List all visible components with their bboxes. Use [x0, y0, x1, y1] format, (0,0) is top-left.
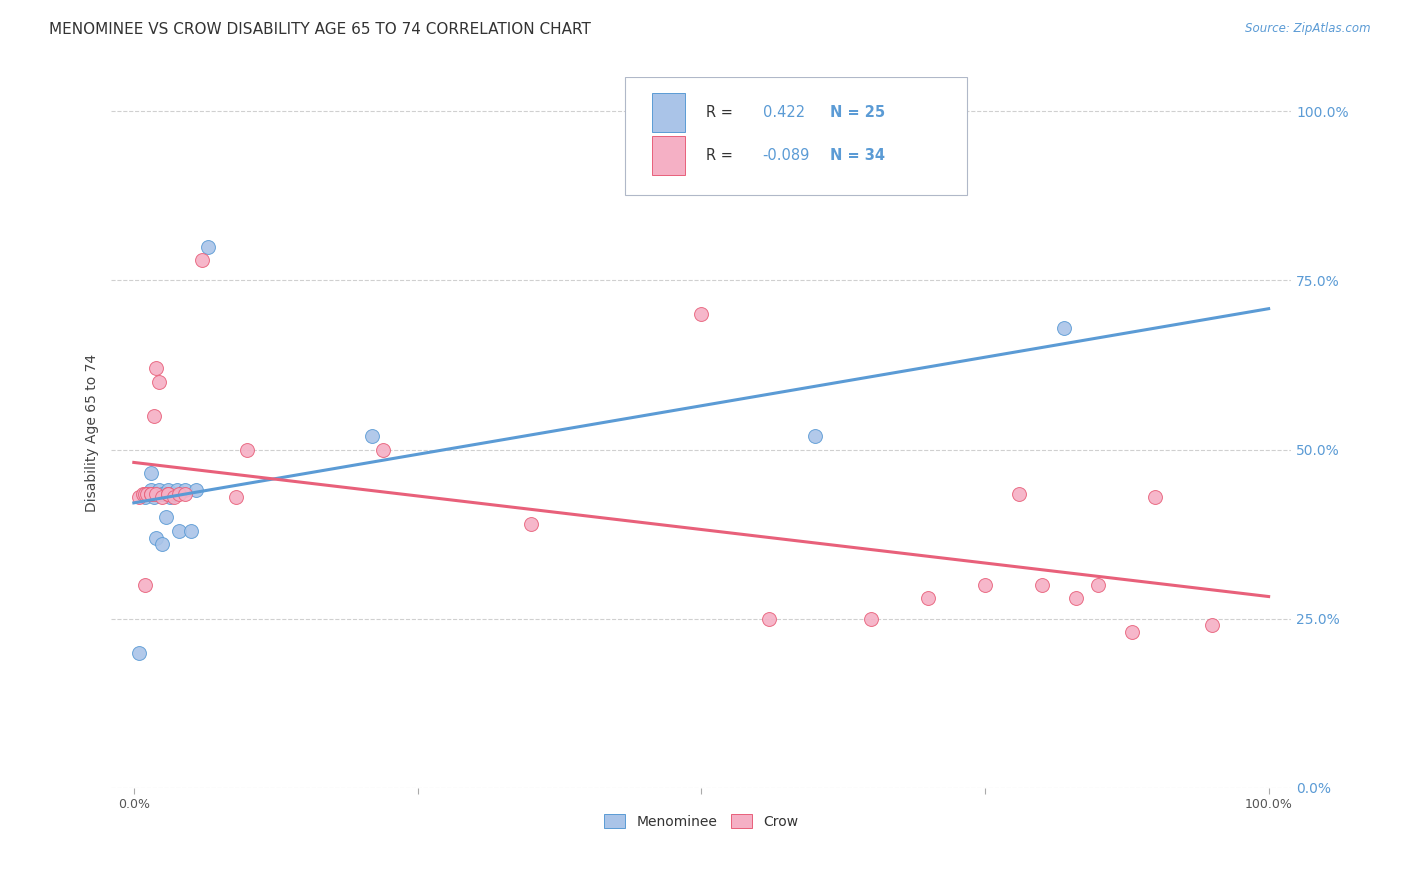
Point — [1031, 578, 1053, 592]
Point — [166, 483, 188, 497]
Point — [520, 516, 543, 531]
Point — [1064, 591, 1087, 606]
Y-axis label: Disability Age 65 to 74: Disability Age 65 to 74 — [86, 353, 100, 512]
Point — [134, 486, 156, 500]
Point — [225, 490, 247, 504]
Point — [148, 483, 170, 497]
Point — [162, 490, 184, 504]
Point — [186, 483, 208, 497]
FancyBboxPatch shape — [651, 136, 685, 175]
Point — [167, 524, 190, 538]
Point — [134, 490, 156, 504]
Point — [803, 429, 825, 443]
Point — [197, 239, 219, 253]
Point — [361, 429, 384, 443]
Point — [690, 307, 713, 321]
Point — [758, 612, 780, 626]
Point — [180, 524, 202, 538]
Point — [173, 486, 195, 500]
Text: 0.422: 0.422 — [762, 105, 804, 120]
Point — [373, 442, 395, 457]
Point — [917, 591, 939, 606]
Legend: Menominee, Crow: Menominee, Crow — [599, 808, 804, 834]
Point — [173, 483, 195, 497]
Point — [1087, 578, 1109, 592]
Point — [159, 490, 181, 504]
Point — [139, 486, 162, 500]
FancyBboxPatch shape — [624, 78, 967, 194]
Point — [136, 486, 159, 500]
Point — [139, 486, 162, 500]
Text: -0.089: -0.089 — [762, 148, 810, 163]
Point — [1144, 490, 1167, 504]
Point — [139, 467, 162, 481]
Point — [143, 409, 166, 423]
Point — [145, 531, 167, 545]
Point — [1008, 486, 1031, 500]
Point — [191, 253, 214, 268]
Point — [167, 486, 190, 500]
Text: R =: R = — [706, 148, 737, 163]
Point — [145, 486, 167, 500]
Point — [974, 578, 997, 592]
Point — [1053, 320, 1076, 334]
Point — [136, 486, 159, 500]
Text: R =: R = — [706, 105, 737, 120]
Point — [860, 612, 883, 626]
Point — [148, 375, 170, 389]
Text: MENOMINEE VS CROW DISABILITY AGE 65 TO 74 CORRELATION CHART: MENOMINEE VS CROW DISABILITY AGE 65 TO 7… — [49, 22, 591, 37]
Point — [150, 486, 173, 500]
Point — [150, 490, 173, 504]
Point — [156, 483, 179, 497]
Point — [156, 486, 179, 500]
Point — [128, 646, 150, 660]
Point — [134, 578, 156, 592]
Point — [156, 486, 179, 500]
Point — [143, 490, 166, 504]
Point — [145, 361, 167, 376]
Point — [128, 490, 150, 504]
Point — [139, 483, 162, 497]
Point — [1121, 625, 1143, 640]
Point — [145, 486, 167, 500]
FancyBboxPatch shape — [651, 94, 685, 133]
Text: Source: ZipAtlas.com: Source: ZipAtlas.com — [1246, 22, 1371, 36]
Point — [155, 510, 177, 524]
Text: N = 25: N = 25 — [830, 105, 884, 120]
Point — [236, 442, 259, 457]
Point — [150, 537, 173, 551]
Point — [162, 486, 184, 500]
Text: N = 34: N = 34 — [830, 148, 884, 163]
Point — [156, 486, 179, 500]
Point — [132, 486, 155, 500]
Point — [1201, 618, 1223, 632]
